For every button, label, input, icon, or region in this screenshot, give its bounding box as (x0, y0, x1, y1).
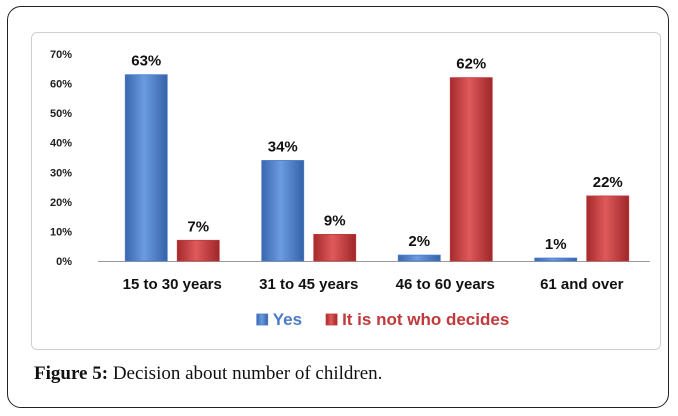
legend-swatch (325, 313, 338, 326)
y-tick-label: 50% (50, 108, 72, 120)
y-tick-label: 10% (50, 226, 72, 238)
legend-swatch (256, 313, 269, 326)
caption-text: Decision about number of children. (108, 363, 383, 384)
y-tick-label: 60% (50, 79, 72, 91)
bar-not-who-decides (586, 195, 630, 262)
category-label: 31 to 45 years (259, 276, 358, 293)
bar-yes (397, 254, 441, 262)
y-tick-label: 30% (50, 167, 72, 179)
data-label: 63% (131, 53, 161, 70)
caption-label: Figure 5: (34, 363, 109, 384)
category-label: 61 and over (540, 276, 624, 293)
legend-item: It is not who decides (325, 310, 509, 329)
bar-chart: 0% 10% 20% 30% 40% 50% 60% 70% 63% 7% 15 to 30 ye… (50, 49, 650, 329)
category-label: 15 to 30 years (123, 276, 222, 293)
data-label: 62% (456, 56, 486, 73)
data-label: 1% (545, 236, 567, 253)
data-label: 9% (324, 212, 346, 229)
bar-yes (124, 74, 168, 262)
figure-frame: 0% 10% 20% 30% 40% 50% 60% 70% 63% 7% 15 to 30 ye… (7, 6, 669, 408)
data-label: 7% (187, 218, 209, 235)
y-tick-label: 40% (50, 138, 72, 150)
bar-not-who-decides (313, 233, 357, 262)
bar-not-who-decides (449, 77, 493, 262)
y-tick-label: 70% (50, 49, 72, 61)
legend-label: It is not who decides (342, 310, 509, 329)
figure-caption: Figure 5: Decision about number of child… (34, 363, 382, 385)
y-tick-label: 20% (50, 197, 72, 209)
data-label: 2% (408, 233, 430, 250)
data-label: 22% (593, 174, 623, 191)
data-label: 34% (268, 138, 298, 155)
legend-label: Yes (273, 310, 302, 329)
chart-area: 0% 10% 20% 30% 40% 50% 60% 70% 63% 7% 15 to 30 ye… (31, 32, 661, 350)
bar-not-who-decides (176, 239, 220, 262)
bar-yes (534, 257, 578, 262)
legend-item: Yes (256, 310, 302, 329)
y-tick-label: 0% (56, 256, 72, 268)
category-label: 46 to 60 years (396, 276, 495, 293)
bar-yes (261, 160, 305, 262)
